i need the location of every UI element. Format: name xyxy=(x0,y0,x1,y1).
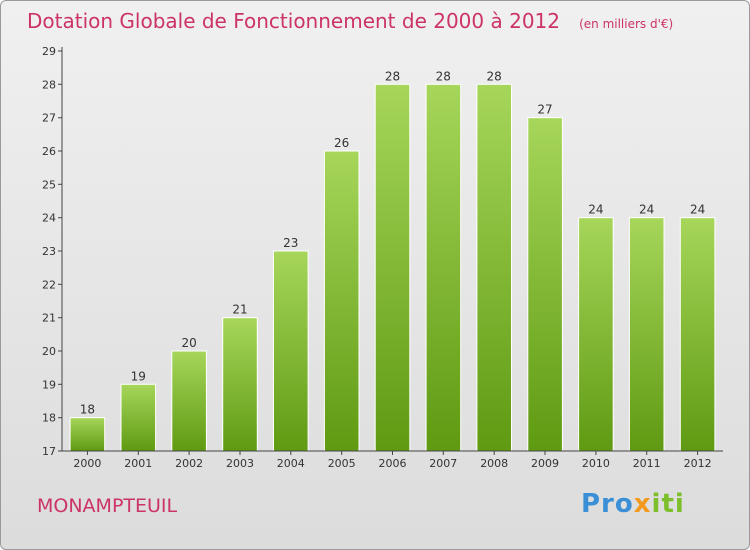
axis-layer: 2000 2001 2002 2003 2004 2005 2006 2007 2008 2009… xyxy=(42,45,723,470)
chart-unit: (en milliers d'€) xyxy=(579,17,674,31)
bar-2005 xyxy=(323,150,360,452)
bar-2006 xyxy=(374,83,411,452)
y-tick-label: 22 xyxy=(42,278,56,291)
y-tick-label: 25 xyxy=(42,178,56,191)
bar-value-label: 23 xyxy=(283,236,298,250)
chart-title: Dotation Globale de Fonctionnement de 20… xyxy=(27,9,560,33)
bar-value-label: 21 xyxy=(232,303,247,317)
x-tick-label: 2006 xyxy=(379,457,407,470)
x-tick-label: 2008 xyxy=(480,457,508,470)
x-tick-label: 2000 xyxy=(73,457,101,470)
bar-value-label: 28 xyxy=(436,69,451,83)
bar-value-label: 28 xyxy=(487,69,502,83)
y-tick-label: 27 xyxy=(42,112,56,125)
x-tick-label: 2003 xyxy=(226,457,254,470)
commune-name: MONAMPTEUIL xyxy=(37,495,178,517)
bar-2003 xyxy=(222,317,258,452)
y-tick-label: 19 xyxy=(42,378,56,391)
logo-part-1: Pro xyxy=(581,489,634,519)
bar-2012 xyxy=(679,217,716,452)
proxiti-logo: Proxiti xyxy=(581,489,685,519)
bar-2011 xyxy=(628,217,665,452)
bar-2002 xyxy=(171,350,207,452)
bars-layer: 18 19 20 21 23 26 28 28 28 27 24 24 24 xyxy=(69,69,716,452)
bar-value-label: 18 xyxy=(80,403,95,417)
y-tick-label: 29 xyxy=(42,45,56,58)
y-tick-label: 26 xyxy=(42,145,56,158)
bar-2000 xyxy=(69,417,106,452)
bar-value-label: 26 xyxy=(334,136,349,150)
x-tick-label: 2004 xyxy=(277,457,305,470)
logo-part-2: x xyxy=(633,489,652,519)
bar-2001 xyxy=(120,383,157,452)
bar-value-label: 19 xyxy=(131,369,146,383)
bar-value-label: 24 xyxy=(690,203,705,217)
x-tick-label: 2012 xyxy=(684,457,712,470)
x-tick-label: 2005 xyxy=(328,457,356,470)
y-tick-label: 23 xyxy=(42,245,56,258)
x-tick-label: 2001 xyxy=(124,457,152,470)
x-tick-label: 2002 xyxy=(175,457,203,470)
bar-2004 xyxy=(273,250,309,452)
x-tick-label: 2007 xyxy=(429,457,457,470)
y-tick-label: 21 xyxy=(42,312,56,325)
x-tick-label: 2009 xyxy=(531,457,559,470)
bar-2007 xyxy=(425,83,462,452)
bar-2008 xyxy=(476,83,512,452)
bar-value-label: 28 xyxy=(385,69,400,83)
bar-2010 xyxy=(578,217,614,452)
y-tick-label: 28 xyxy=(42,78,56,91)
bar-value-label: 27 xyxy=(537,103,552,117)
bar-value-label: 20 xyxy=(181,336,196,350)
y-tick-label: 18 xyxy=(42,412,56,425)
bar-value-label: 24 xyxy=(639,203,654,217)
logo-part-3: iti xyxy=(651,489,685,519)
y-tick-label: 24 xyxy=(42,212,56,225)
title-row: Dotation Globale de Fonctionnement de 20… xyxy=(27,9,673,33)
bar-2009 xyxy=(527,117,563,452)
x-tick-label: 2010 xyxy=(582,457,610,470)
x-tick-label: 2011 xyxy=(633,457,661,470)
bar-value-label: 24 xyxy=(588,203,603,217)
y-tick-label: 20 xyxy=(42,345,56,358)
y-tick-label: 17 xyxy=(42,445,56,458)
